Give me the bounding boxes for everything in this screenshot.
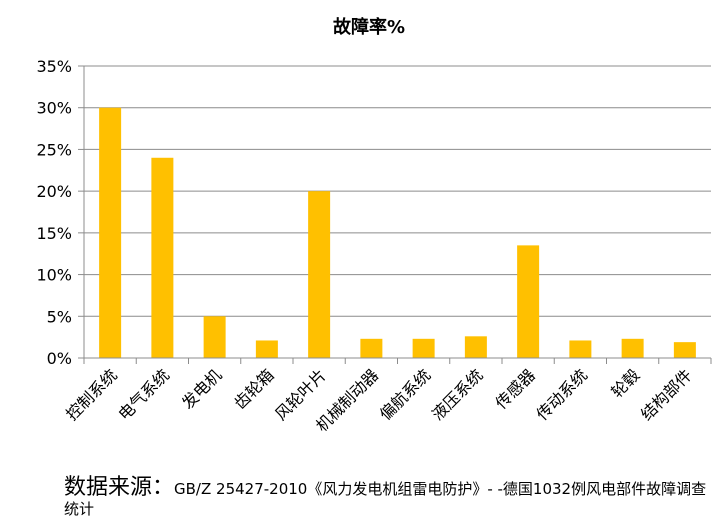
bar (517, 245, 540, 358)
source-note: 数据来源：GB/Z 25427-2010《风力发电机组雷电防护》- -德国103… (64, 475, 714, 519)
bar (255, 340, 278, 358)
bar-chart: 故障率% 0% 5% 10% 15% 20% 25% 30% 35% 控制系统电气系统 发电机齿… (36, 16, 712, 435)
bars (99, 107, 696, 358)
x-tick-label: 传动系统 (533, 365, 592, 424)
x-tick-label: 结构部件 (637, 365, 696, 424)
bar (673, 342, 696, 358)
x-tick-label: 电气系统 (115, 365, 174, 424)
x-tick-label: 轮毂 (607, 365, 643, 401)
x-tick-label: 控制系统 (62, 365, 121, 424)
chart-title: 故障率% (333, 16, 405, 38)
gridlines (84, 65, 711, 359)
bar (99, 107, 122, 358)
bar (412, 338, 435, 358)
y-tick-label: 35% (36, 57, 72, 76)
source-lead: 数据来源： (64, 475, 175, 500)
x-tick-label: 发电机 (178, 365, 225, 412)
y-tick-label: 25% (36, 140, 72, 159)
y-tick-label: 5% (47, 307, 72, 326)
x-tick-label: 齿轮箱 (230, 365, 277, 412)
x-tick-label: 传感器 (492, 365, 539, 412)
bar (569, 340, 592, 358)
bar (308, 191, 331, 358)
x-tick-label: 液压系统 (428, 365, 487, 424)
y-tick-label: 30% (36, 99, 72, 118)
bar (203, 316, 226, 358)
bar (360, 338, 383, 358)
bar (151, 157, 174, 358)
y-tick-label: 0% (47, 349, 72, 368)
y-tick-label: 20% (36, 182, 72, 201)
y-tick-label: 15% (36, 224, 72, 243)
y-tick-label: 10% (36, 266, 72, 285)
bar (464, 336, 487, 358)
bar (621, 338, 644, 358)
y-axis: 0% 5% 10% 15% 20% 25% 30% 35% (36, 57, 85, 368)
source-text: GB/Z 25427-2010《风力发电机组雷电防护》- -德国1032例风电部… (64, 480, 707, 519)
x-tick-label: 偏航系统 (376, 365, 435, 424)
